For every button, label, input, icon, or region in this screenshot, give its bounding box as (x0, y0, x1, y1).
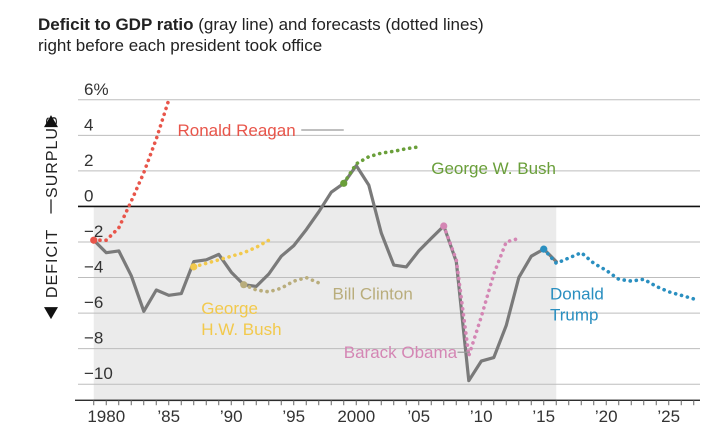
hwbush-label-line: H.W. Bush (201, 320, 281, 339)
y-tick-label: −6 (84, 293, 103, 312)
gwbush-start-point (340, 179, 348, 187)
y-tick-label: −10 (84, 364, 113, 383)
down-arrow-icon (44, 307, 58, 320)
y-tick-label: 0 (84, 186, 93, 205)
trump-line (541, 247, 696, 301)
reagan-start-point (90, 236, 98, 244)
clinton-label: Bill Clinton (333, 285, 413, 304)
x-tick-label: ’25 (657, 407, 680, 426)
y-tick-label: −4 (84, 258, 103, 277)
y-tick-label: 2 (84, 151, 93, 170)
shaded-region (93, 206, 557, 402)
gwbush-line (341, 145, 421, 186)
tick-layer: 6% 4 2 0 −2 −4 −6 −8 −10 1980 ’85 ’90 ’95 2000 ’05 ’10 ’… (84, 80, 695, 426)
clinton-start-point (240, 281, 248, 289)
y-tick-label: 6% (84, 80, 109, 99)
surplus-label: SURPLUS (44, 115, 61, 198)
trump-start-point (540, 245, 548, 253)
deficit-label: DEFICIT (44, 229, 61, 298)
x-tick-label: ’95 (282, 407, 305, 426)
chart-title: Deficit to GDP ratio (gray line) and for… (38, 14, 698, 56)
x-tick-label: ’85 (157, 407, 180, 426)
reagan-line (92, 98, 171, 242)
title-bold: Deficit to GDP ratio (38, 15, 194, 34)
gwbush-label-line: George W. Bush (431, 159, 556, 178)
hwbush-label: George H.W. Bush (201, 299, 281, 339)
y-tick-label: −8 (84, 329, 103, 348)
hwbush-line (192, 238, 271, 269)
grid-layer (75, 99, 700, 401)
clinton-line (242, 275, 321, 294)
clinton-label-line: Bill Clinton (333, 285, 413, 304)
obama-start-point (440, 222, 448, 230)
x-tick-label: ’20 (595, 407, 618, 426)
title-line2: right before each president took office (38, 36, 323, 55)
x-tick-label: ’10 (470, 407, 493, 426)
title-rest: (gray line) and forecasts (dotted lines) (193, 15, 484, 34)
x-tick-label: ’15 (532, 407, 555, 426)
hwbush-start-point (190, 263, 198, 271)
hwbush-label-line: George (201, 299, 258, 318)
x-tick-label: ’05 (407, 407, 430, 426)
reagan-label: Ronald Reagan (178, 121, 296, 140)
series-layer (90, 98, 696, 383)
up-arrow-icon (44, 115, 58, 128)
x-tick-label: 2000 (337, 407, 375, 426)
side-label-layer: SURPLUS DEFICIT (44, 115, 61, 320)
y-tick-label: 4 (84, 115, 93, 134)
trump-label-line: Donald (550, 285, 604, 304)
actual-line (92, 164, 558, 383)
x-tick-label: ’90 (220, 407, 243, 426)
reagan-label-line: Ronald Reagan (178, 121, 296, 140)
obama-label: Barack Obama (344, 343, 458, 362)
x-tick-label: 1980 (87, 407, 125, 426)
shade-layer (93, 206, 557, 402)
obama-line (441, 224, 521, 358)
trump-label-line: Trump (550, 306, 599, 325)
trump-label: Donald Trump (550, 285, 604, 325)
obama-label-line: Barack Obama (344, 343, 458, 362)
gwbush-label: George W. Bush (431, 159, 556, 178)
annotation-layer: Ronald Reagan George W. Bush George H.W. Bu… (178, 121, 604, 362)
y-tick-label: −2 (84, 222, 103, 241)
